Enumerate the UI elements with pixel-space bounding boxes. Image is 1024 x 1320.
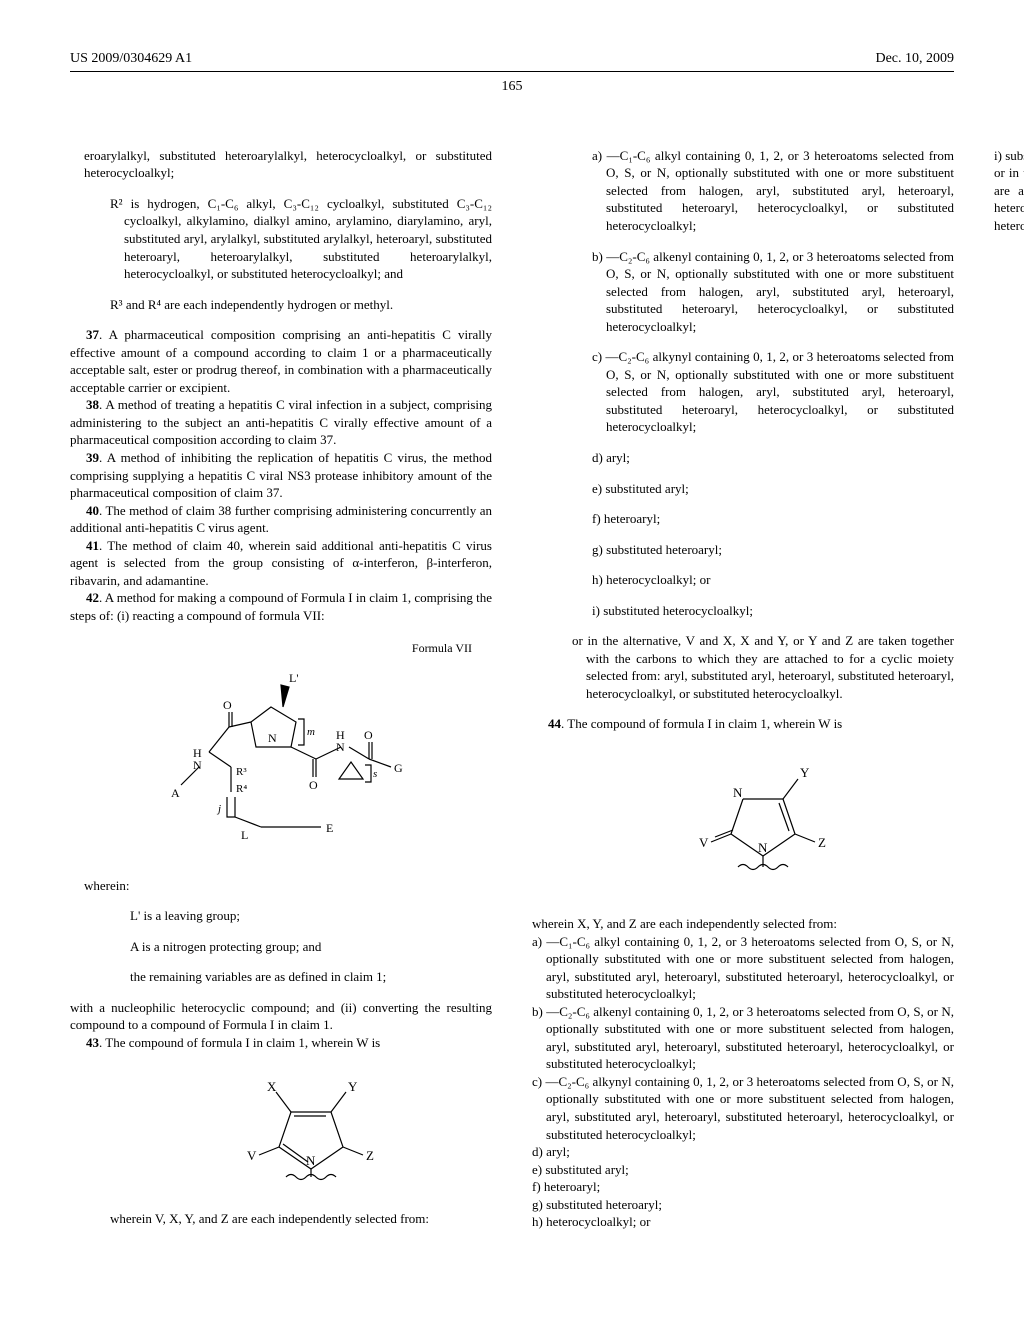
claim-40: 40. The method of claim 38 further compr… [70, 502, 492, 537]
publication-date: Dec. 10, 2009 [875, 50, 954, 69]
claim-text: . A method for making a compound of Form… [70, 590, 492, 623]
svg-text:O: O [223, 698, 232, 712]
claim-41: 41. The method of claim 40, wherein said… [70, 537, 492, 590]
alternative-text: or in the alternative, V and X, X and Y,… [572, 632, 954, 702]
claim-text: . A method of inhibiting the replication… [70, 450, 492, 500]
item-b: b) —C₂-C₆ alkenyl containing 0, 1, 2, or… [532, 1003, 954, 1073]
claim-38: 38. A method of treating a hepatitis C v… [70, 396, 492, 449]
wherein-vxyz: wherein V, X, Y, and Z are each independ… [110, 1210, 492, 1228]
svg-text:j: j [216, 803, 221, 815]
svg-text:V: V [247, 1148, 257, 1163]
claim-num: 38 [86, 397, 99, 412]
svg-text:E: E [326, 821, 333, 835]
svg-text:L': L' [289, 671, 299, 685]
svg-text:A: A [171, 786, 180, 800]
svg-text:G: G [394, 761, 403, 775]
svg-text:X: X [267, 1079, 277, 1094]
svg-text:N: N [336, 740, 345, 754]
svg-text:Y: Y [800, 765, 810, 780]
wherein-label: wherein: [70, 877, 492, 895]
svg-text:N: N [306, 1153, 316, 1168]
claim-num: 44 [548, 716, 561, 731]
claim-42-tail: with a nucleophilic heterocyclic compoun… [70, 999, 492, 1034]
r3-r4-definition: R³ and R⁴ are each independently hydroge… [110, 296, 492, 314]
imidazole-structure-44: N N Y V Z [572, 759, 954, 889]
svg-text:O: O [364, 728, 373, 742]
item-h: h) heterocycloalkyl; or [532, 1213, 954, 1231]
svg-text:N: N [193, 758, 202, 772]
page-header: US 2009/0304629 A1 Dec. 10, 2009 [70, 50, 954, 72]
pyrrole-structure-43: X Y V Z N [130, 1077, 492, 1197]
item-f: f) heteroaryl; [532, 1178, 954, 1196]
item-a: a) —C₁-C₆ alkyl containing 0, 1, 2, or 3… [532, 933, 954, 1003]
svg-text:N: N [268, 731, 277, 745]
item-d: d) aryl; [532, 1143, 954, 1161]
item-g: g) substituted heteroaryl; [532, 1196, 954, 1214]
svg-text:R⁴: R⁴ [236, 783, 247, 795]
svg-text:s: s [373, 768, 377, 780]
body-columns: eroarylalkyl, substituted heteroarylalky… [70, 147, 954, 1247]
r2-definition: R² is hydrogen, C₁-C₆ alkyl, C₃-C₁₂ cycl… [110, 195, 492, 283]
claim-text: . A method of treating a hepatitis C vir… [70, 397, 492, 447]
svg-text:R³: R³ [236, 766, 247, 778]
item-g: g) substituted heteroaryl; [592, 541, 954, 559]
page-number: 165 [70, 78, 954, 97]
svg-text:Z: Z [366, 1148, 374, 1163]
svg-text:L: L [241, 828, 248, 842]
svg-text:Y: Y [348, 1079, 358, 1094]
svg-text:N: N [733, 785, 743, 800]
claim-42: 42. A method for making a compound of Fo… [70, 589, 492, 624]
item-c: c) —C₂-C₆ alkynyl containing 0, 1, 2, or… [532, 1073, 954, 1143]
item-i: i) substituted heterocycloalkyl; [592, 602, 954, 620]
item-f: f) heteroaryl; [592, 510, 954, 528]
hanging-text: eroarylalkyl, substituted heteroarylalky… [70, 147, 492, 182]
claim-text: . The compound of formula I in claim 1, … [99, 1035, 380, 1050]
claim-num: 43 [86, 1035, 99, 1050]
svg-text:O: O [309, 778, 318, 792]
claim-num: 40 [86, 503, 99, 518]
claim-num: 37 [86, 327, 99, 342]
svg-text:m: m [307, 726, 315, 738]
publication-number: US 2009/0304629 A1 [70, 50, 192, 69]
claim-num: 39 [86, 450, 99, 465]
wherein-item: the remaining variables are as defined i… [130, 968, 492, 986]
claim-44: 44. The compound of formula I in claim 1… [532, 715, 954, 733]
item-a: a) —C₁-C₆ alkyl containing 0, 1, 2, or 3… [592, 147, 954, 235]
claim-num: 42 [86, 590, 99, 605]
claim-text: . The method of claim 38 further compris… [70, 503, 492, 536]
item-b: b) —C₂-C₆ alkenyl containing 0, 1, 2, or… [592, 248, 954, 336]
wherein-item: A is a nitrogen protecting group; and [130, 938, 492, 956]
item-e: e) substituted aryl; [592, 480, 954, 498]
claim-43: 43. The compound of formula I in claim 1… [70, 1034, 492, 1052]
formula-vii-structure: L' m N O H N A [70, 667, 492, 867]
alternative-text-44: or in the alternative, Y and Z are taken… [994, 164, 1024, 234]
svg-text:N: N [758, 840, 768, 855]
formula-label: Formula VII [70, 640, 472, 656]
item-i: i) substituted heterocycloalkyl; [994, 147, 1024, 165]
claim-37: 37. A pharmaceutical composition compris… [70, 326, 492, 396]
item-e: e) substituted aryl; [532, 1161, 954, 1179]
wherein-item: L' is a leaving group; [130, 907, 492, 925]
wherein-xyz: wherein X, Y, and Z are each independent… [532, 915, 954, 933]
claim-39: 39. A method of inhibiting the replicati… [70, 449, 492, 502]
claim-text: . The method of claim 40, wherein said a… [70, 538, 492, 588]
svg-text:V: V [699, 835, 709, 850]
claim-text: . A pharmaceutical composition comprisin… [70, 327, 492, 395]
item-d: d) aryl; [592, 449, 954, 467]
claim-num: 41 [86, 538, 99, 553]
claim-text: . The compound of formula I in claim 1, … [561, 716, 842, 731]
item-c: c) —C₂-C₆ alkynyl containing 0, 1, 2, or… [592, 348, 954, 436]
item-h: h) heterocycloalkyl; or [592, 571, 954, 589]
svg-text:Z: Z [818, 835, 826, 850]
